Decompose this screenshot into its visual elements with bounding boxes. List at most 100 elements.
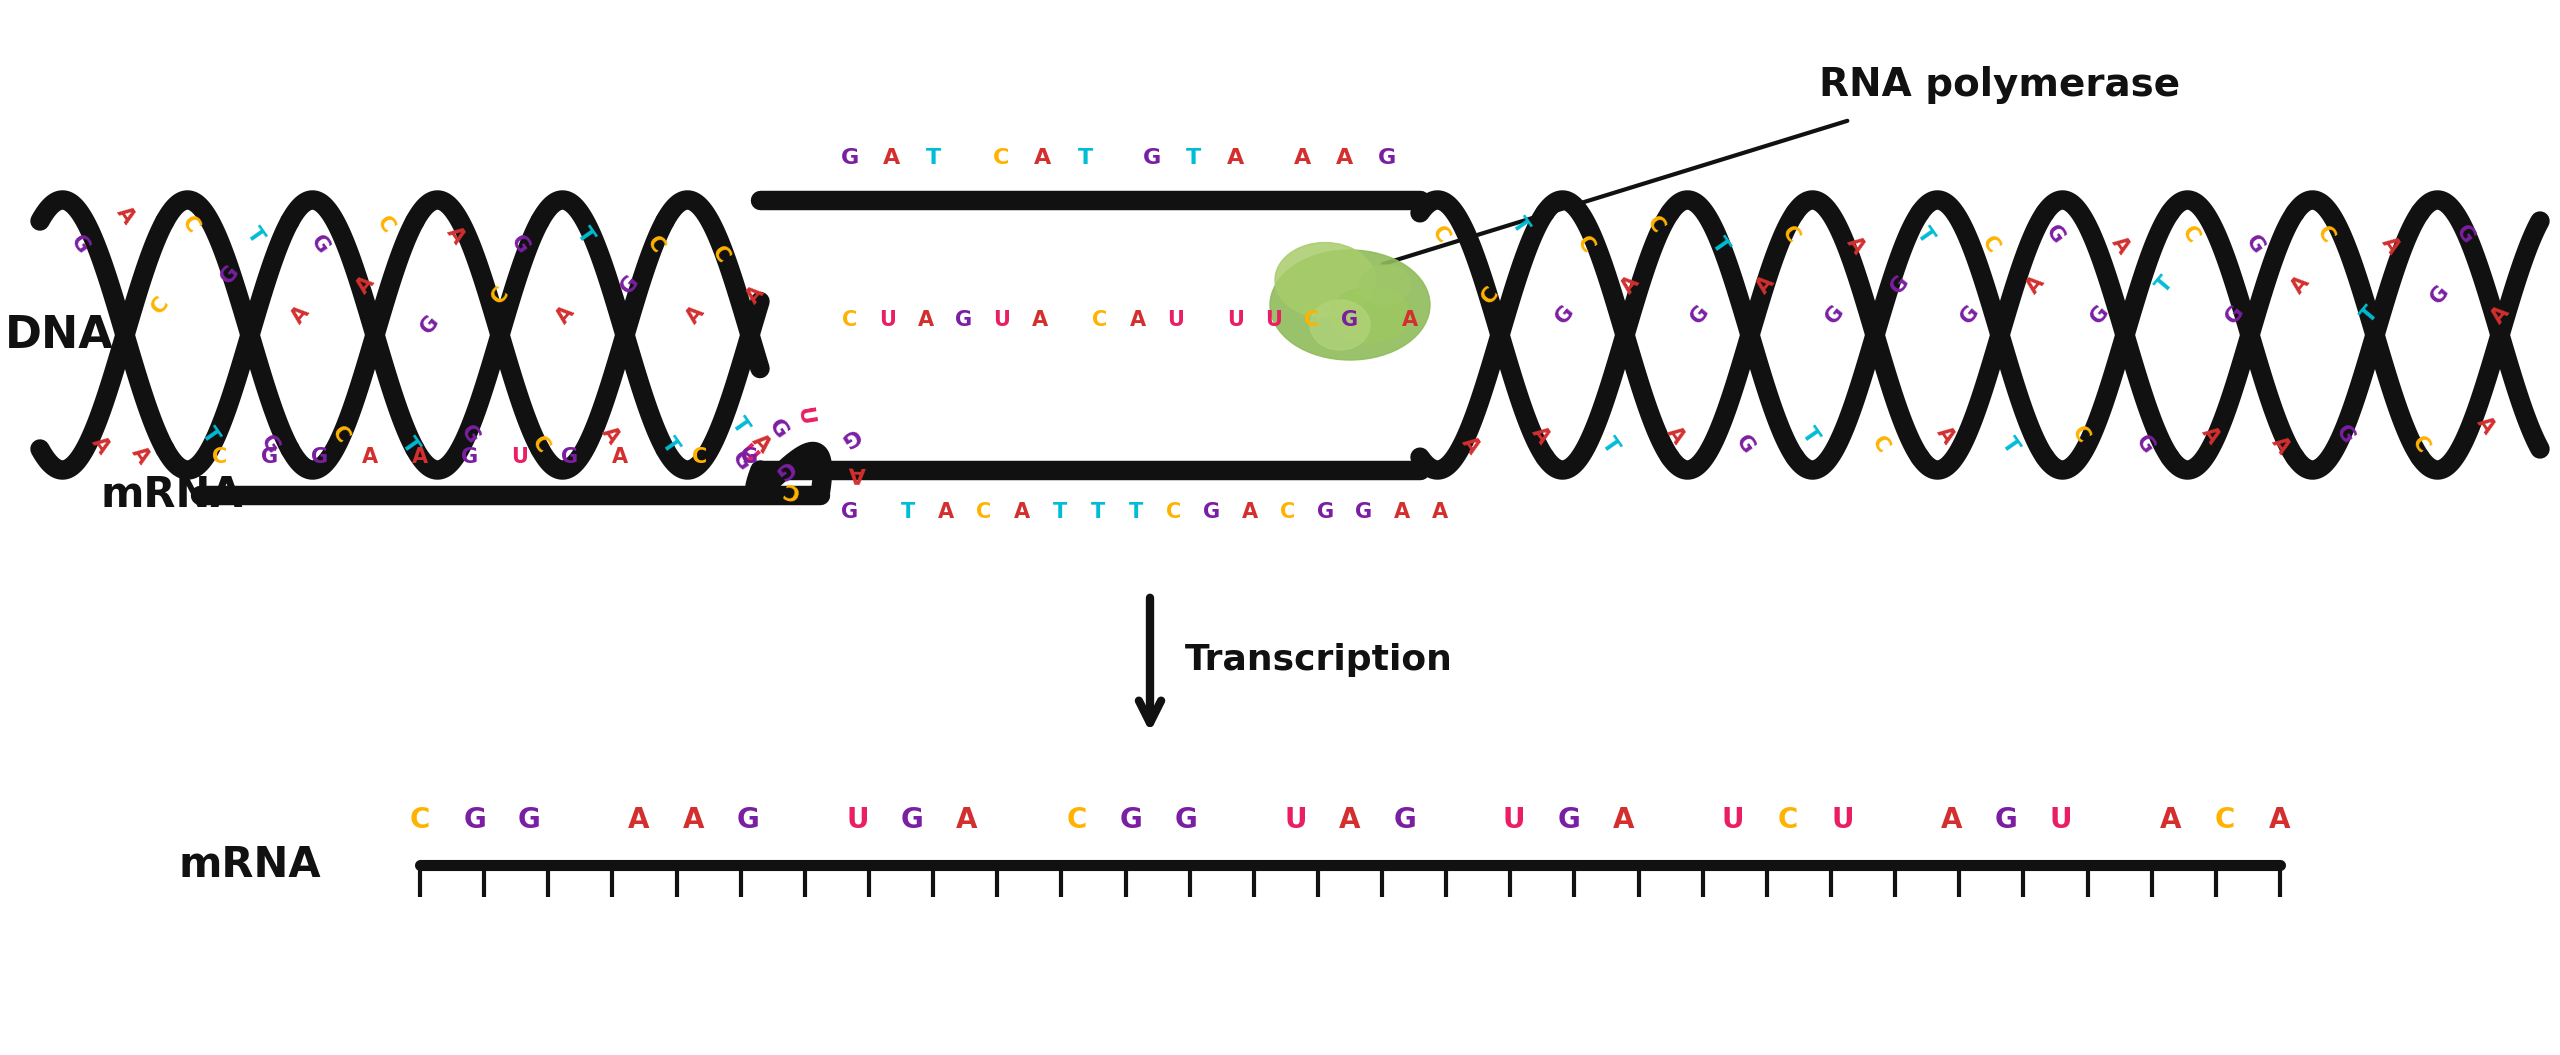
- Text: A: A: [2473, 413, 2499, 438]
- Text: A: A: [2378, 233, 2404, 257]
- Text: G: G: [1377, 148, 1395, 168]
- Text: A: A: [1933, 423, 1958, 447]
- Text: A: A: [681, 303, 709, 328]
- Text: C: C: [148, 292, 172, 318]
- Text: A: A: [1014, 502, 1029, 522]
- Text: G: G: [1887, 272, 1912, 298]
- Text: A: A: [1295, 148, 1311, 168]
- Text: T: T: [1185, 148, 1201, 168]
- Text: G: G: [727, 448, 755, 475]
- Text: T: T: [1997, 434, 2022, 457]
- Text: A: A: [847, 462, 865, 483]
- Text: C: C: [842, 310, 858, 330]
- Text: C: C: [691, 447, 707, 467]
- Text: G: G: [1175, 806, 1198, 835]
- Text: G: G: [2132, 433, 2158, 458]
- Text: G: G: [1119, 806, 1142, 835]
- Text: A: A: [957, 806, 978, 835]
- Text: A: A: [1613, 806, 1633, 835]
- Text: G: G: [955, 310, 973, 330]
- Text: G: G: [307, 232, 333, 257]
- Text: A: A: [883, 148, 901, 168]
- Text: mRNA: mRNA: [100, 474, 243, 516]
- Text: A: A: [361, 447, 379, 467]
- Text: T: T: [1052, 502, 1068, 522]
- Text: G: G: [1203, 502, 1221, 522]
- Text: G: G: [256, 433, 284, 458]
- Text: T: T: [2153, 273, 2176, 296]
- Text: G: G: [67, 232, 92, 257]
- Text: G: G: [456, 422, 484, 447]
- Text: A: A: [742, 283, 768, 308]
- Text: T: T: [573, 224, 596, 247]
- Text: G: G: [2086, 302, 2112, 328]
- Text: G: G: [840, 148, 860, 168]
- Text: G: G: [1956, 302, 1984, 328]
- Text: A: A: [596, 423, 622, 447]
- Text: A: A: [1339, 806, 1362, 835]
- Text: C: C: [643, 233, 668, 257]
- Text: G: G: [461, 447, 479, 467]
- Text: A: A: [1843, 233, 1869, 257]
- Text: G: G: [837, 423, 863, 449]
- Text: A: A: [1032, 310, 1047, 330]
- Text: G: G: [417, 312, 443, 338]
- Text: G: G: [2222, 302, 2248, 328]
- Text: A: A: [748, 430, 773, 456]
- Text: A: A: [1403, 310, 1418, 330]
- Text: A: A: [1431, 502, 1449, 522]
- Text: G: G: [742, 447, 758, 467]
- Text: T: T: [901, 502, 914, 522]
- Text: T: T: [1797, 423, 1823, 446]
- Text: C: C: [975, 502, 991, 522]
- Text: C: C: [993, 148, 1009, 168]
- Text: C: C: [1976, 233, 2002, 257]
- Text: T: T: [1912, 224, 1938, 247]
- Text: G: G: [1318, 502, 1334, 522]
- Text: U: U: [1723, 806, 1743, 835]
- Text: C: C: [1306, 310, 1318, 330]
- Text: C: C: [212, 447, 228, 467]
- Ellipse shape: [1359, 265, 1411, 305]
- Text: G: G: [2332, 422, 2358, 447]
- Text: A: A: [443, 223, 468, 247]
- Text: A: A: [1528, 423, 1554, 447]
- Ellipse shape: [1270, 250, 1431, 360]
- Text: G: G: [2043, 223, 2068, 248]
- Ellipse shape: [1331, 288, 1411, 343]
- Text: G: G: [1823, 302, 1848, 328]
- Text: T: T: [243, 224, 266, 247]
- Text: A: A: [1034, 148, 1052, 168]
- Text: A: A: [2196, 423, 2222, 447]
- Text: C: C: [1093, 310, 1108, 330]
- Text: C: C: [177, 213, 202, 237]
- Text: G: G: [1341, 310, 1359, 330]
- Text: A: A: [612, 447, 627, 467]
- Text: A: A: [1395, 502, 1411, 522]
- Text: A: A: [287, 303, 312, 328]
- Text: U: U: [847, 806, 868, 835]
- Text: C: C: [1777, 806, 1797, 835]
- Text: C: C: [1280, 502, 1295, 522]
- Text: T: T: [1708, 233, 1733, 256]
- Text: U: U: [1830, 806, 1853, 835]
- Text: G: G: [2243, 232, 2268, 257]
- Text: G: G: [463, 806, 486, 835]
- Text: A: A: [2161, 806, 2181, 835]
- Text: A: A: [1457, 433, 1482, 457]
- Text: C: C: [707, 243, 732, 267]
- Text: mRNA: mRNA: [179, 844, 323, 886]
- Text: U: U: [512, 447, 527, 467]
- Text: A: A: [1618, 272, 1644, 298]
- Text: A: A: [113, 203, 138, 227]
- Text: A: A: [1336, 148, 1354, 168]
- Text: RNA polymerase: RNA polymerase: [1820, 66, 2181, 104]
- Text: A: A: [553, 303, 579, 328]
- Text: A: A: [128, 443, 154, 467]
- Text: U: U: [1229, 310, 1244, 330]
- Text: G: G: [1556, 806, 1580, 835]
- Text: A: A: [937, 502, 955, 522]
- Text: C: C: [1068, 806, 1085, 835]
- Text: U: U: [735, 442, 760, 468]
- Text: T: T: [658, 434, 684, 457]
